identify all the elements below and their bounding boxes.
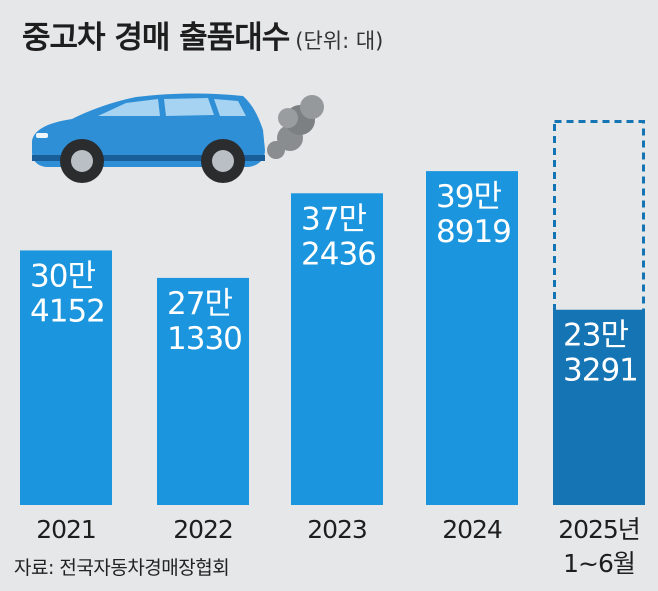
x-tick-label: 2022 xyxy=(173,515,233,544)
x-tick-labels-group: 2021 2022 2023 2024 2025년 1~6월 xyxy=(36,515,641,578)
bar-2023 xyxy=(291,193,383,505)
bar-value-label: 30만 xyxy=(30,258,95,294)
bar-value-label: 8919 xyxy=(436,214,511,250)
bar-value-label: 27만 xyxy=(167,286,232,322)
bar-2024 xyxy=(426,171,518,506)
source-note: 자료: 전국자동차경매장협회 xyxy=(14,557,230,579)
x-tick-label: 2024 xyxy=(442,515,502,544)
bar-2025년-1~6월 xyxy=(553,309,645,505)
exhaust-smoke-icon xyxy=(267,95,324,159)
bar-value-label: 1330 xyxy=(167,321,242,357)
bar-value-label: 39만 xyxy=(436,179,501,215)
x-tick-label: 2023 xyxy=(307,515,367,544)
bar-2022 xyxy=(157,277,249,505)
bar-value-label: 2436 xyxy=(301,236,376,272)
partial-year-outline xyxy=(553,120,645,315)
car-icon xyxy=(32,93,265,183)
x-tick-label: 1~6월 xyxy=(563,549,635,578)
bar-value-label: 3291 xyxy=(563,353,638,389)
bar-value-label: 23만 xyxy=(563,318,628,354)
bar-2021 xyxy=(20,250,112,505)
x-tick-label: 2021 xyxy=(36,515,96,544)
bars-group xyxy=(20,120,645,506)
bar-value-label: 4152 xyxy=(30,293,105,329)
bar-value-label: 37만 xyxy=(301,201,366,237)
chart-title: 중고차 경매 출품대수 (단위: 대) xyxy=(22,12,383,57)
unit-label: (단위: 대) xyxy=(295,29,384,53)
title-text: 중고차 경매 출품대수 xyxy=(22,20,290,56)
x-tick-label: 2025년 xyxy=(558,515,640,544)
